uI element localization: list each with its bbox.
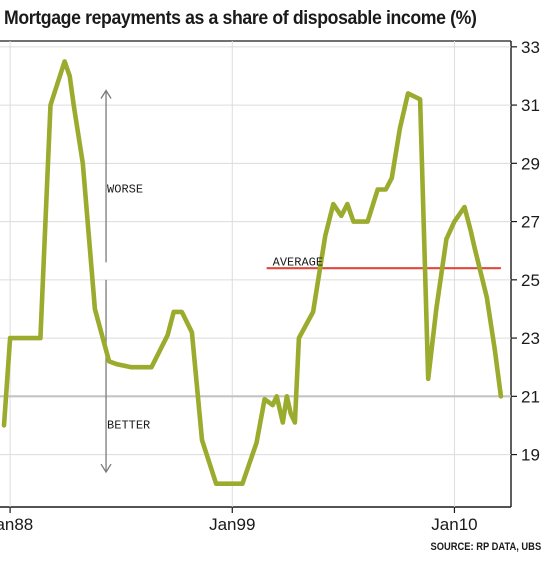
annotation-better: BETTER [107, 418, 150, 432]
x-axis: Jan88 Jan99 Jan10 [0, 507, 478, 534]
y-tick-label-33: 33 [521, 38, 540, 57]
chart-title: Mortgage repayments as a share of dispos… [4, 8, 477, 29]
series-layer [1, 59, 504, 487]
chart-frame [0, 40, 512, 508]
reference-lines [0, 267, 511, 398]
y-tick-label-27: 27 [521, 213, 540, 232]
grid-lines [0, 41, 511, 513]
y-tick-label-25: 25 [521, 271, 540, 290]
source-note: SOURCE: RP DATA, UBS [430, 541, 541, 553]
x-tick-label-1999: Jan99 [209, 515, 255, 534]
y-tick-label-19: 19 [521, 446, 540, 465]
y-tick-label-29: 29 [521, 154, 540, 173]
y-tick-label-31: 31 [521, 96, 540, 115]
series-line-0 [1, 59, 504, 487]
arrow-down-head [100, 463, 112, 474]
annotation-worse: WORSE [107, 182, 143, 196]
direction-arrows [100, 89, 112, 474]
annotation-average: AVERAGE [273, 255, 323, 269]
arrow-up-head [100, 89, 112, 99]
x-tick-label-2010: Jan10 [431, 515, 477, 534]
annotations: WORSE BETTER AVERAGE [107, 182, 323, 432]
y-tick-label-23: 23 [521, 329, 540, 348]
x-tick-label-1988: Jan88 [0, 515, 33, 534]
y-axis: 19 21 23 25 27 29 31 33 [511, 38, 540, 465]
y-tick-label-21: 21 [521, 387, 540, 406]
